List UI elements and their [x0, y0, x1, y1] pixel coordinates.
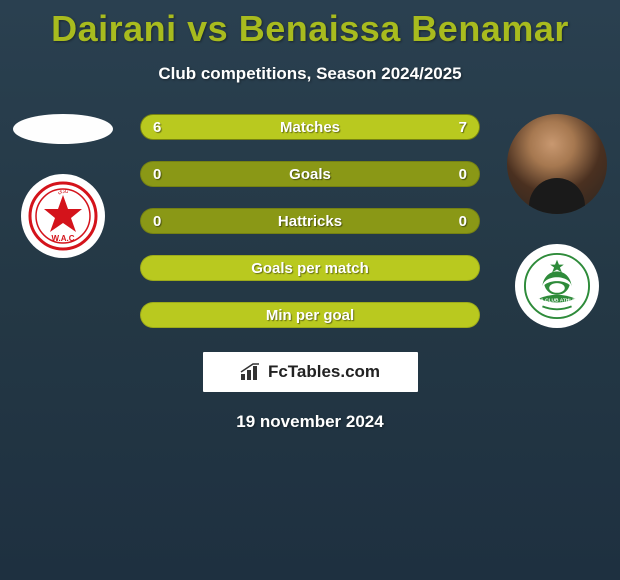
svg-text:RAJA CLUB ATHLETIC: RAJA CLUB ATHLETIC	[531, 298, 584, 304]
club-badge-icon: W.A.C نادي	[28, 181, 98, 251]
player-photo-placeholder	[13, 114, 113, 144]
bar-right-value: 0	[459, 213, 467, 230]
chart-icon	[240, 363, 262, 381]
bar-label: Goals	[289, 166, 331, 183]
player-photo	[507, 114, 607, 214]
bar-fill-left	[141, 115, 296, 139]
stat-bar: 0 0 Goals	[140, 161, 480, 187]
bar-label: Min per goal	[266, 307, 354, 324]
club-badge-icon: RAJA CLUB ATHLETIC	[523, 252, 591, 320]
bar-label: Goals per match	[251, 260, 369, 277]
branding-badge[interactable]: FcTables.com	[203, 352, 418, 392]
bar-label: Hattricks	[278, 213, 342, 230]
bar-left-value: 0	[153, 166, 161, 183]
svg-text:W.A.C: W.A.C	[51, 234, 74, 243]
bar-label: Matches	[280, 119, 340, 136]
left-club-logo: W.A.C نادي	[21, 174, 105, 258]
comparison-content: W.A.C نادي RAJA CLUB ATHLETIC 6 7 Matches 0…	[0, 114, 620, 432]
right-player-column: RAJA CLUB ATHLETIC	[502, 114, 612, 328]
comparison-date: 19 november 2024	[0, 412, 620, 432]
left-player-column: W.A.C نادي	[8, 114, 118, 258]
bar-left-value: 6	[153, 119, 161, 136]
stat-bar: 6 7 Matches	[140, 114, 480, 140]
bar-left-value: 0	[153, 213, 161, 230]
right-club-logo: RAJA CLUB ATHLETIC	[515, 244, 599, 328]
page-subtitle: Club competitions, Season 2024/2025	[0, 64, 620, 84]
comparison-bars: 6 7 Matches 0 0 Goals 0 0 Hattricks Goals per mat…	[140, 114, 480, 328]
svg-text:نادي: نادي	[58, 188, 69, 195]
stat-bar: Min per goal	[140, 302, 480, 328]
page-title: Dairani vs Benaissa Benamar	[0, 0, 620, 50]
branding-label: FcTables.com	[268, 362, 380, 382]
bar-right-value: 7	[459, 119, 467, 136]
stat-bar: Goals per match	[140, 255, 480, 281]
bar-right-value: 0	[459, 166, 467, 183]
stat-bar: 0 0 Hattricks	[140, 208, 480, 234]
